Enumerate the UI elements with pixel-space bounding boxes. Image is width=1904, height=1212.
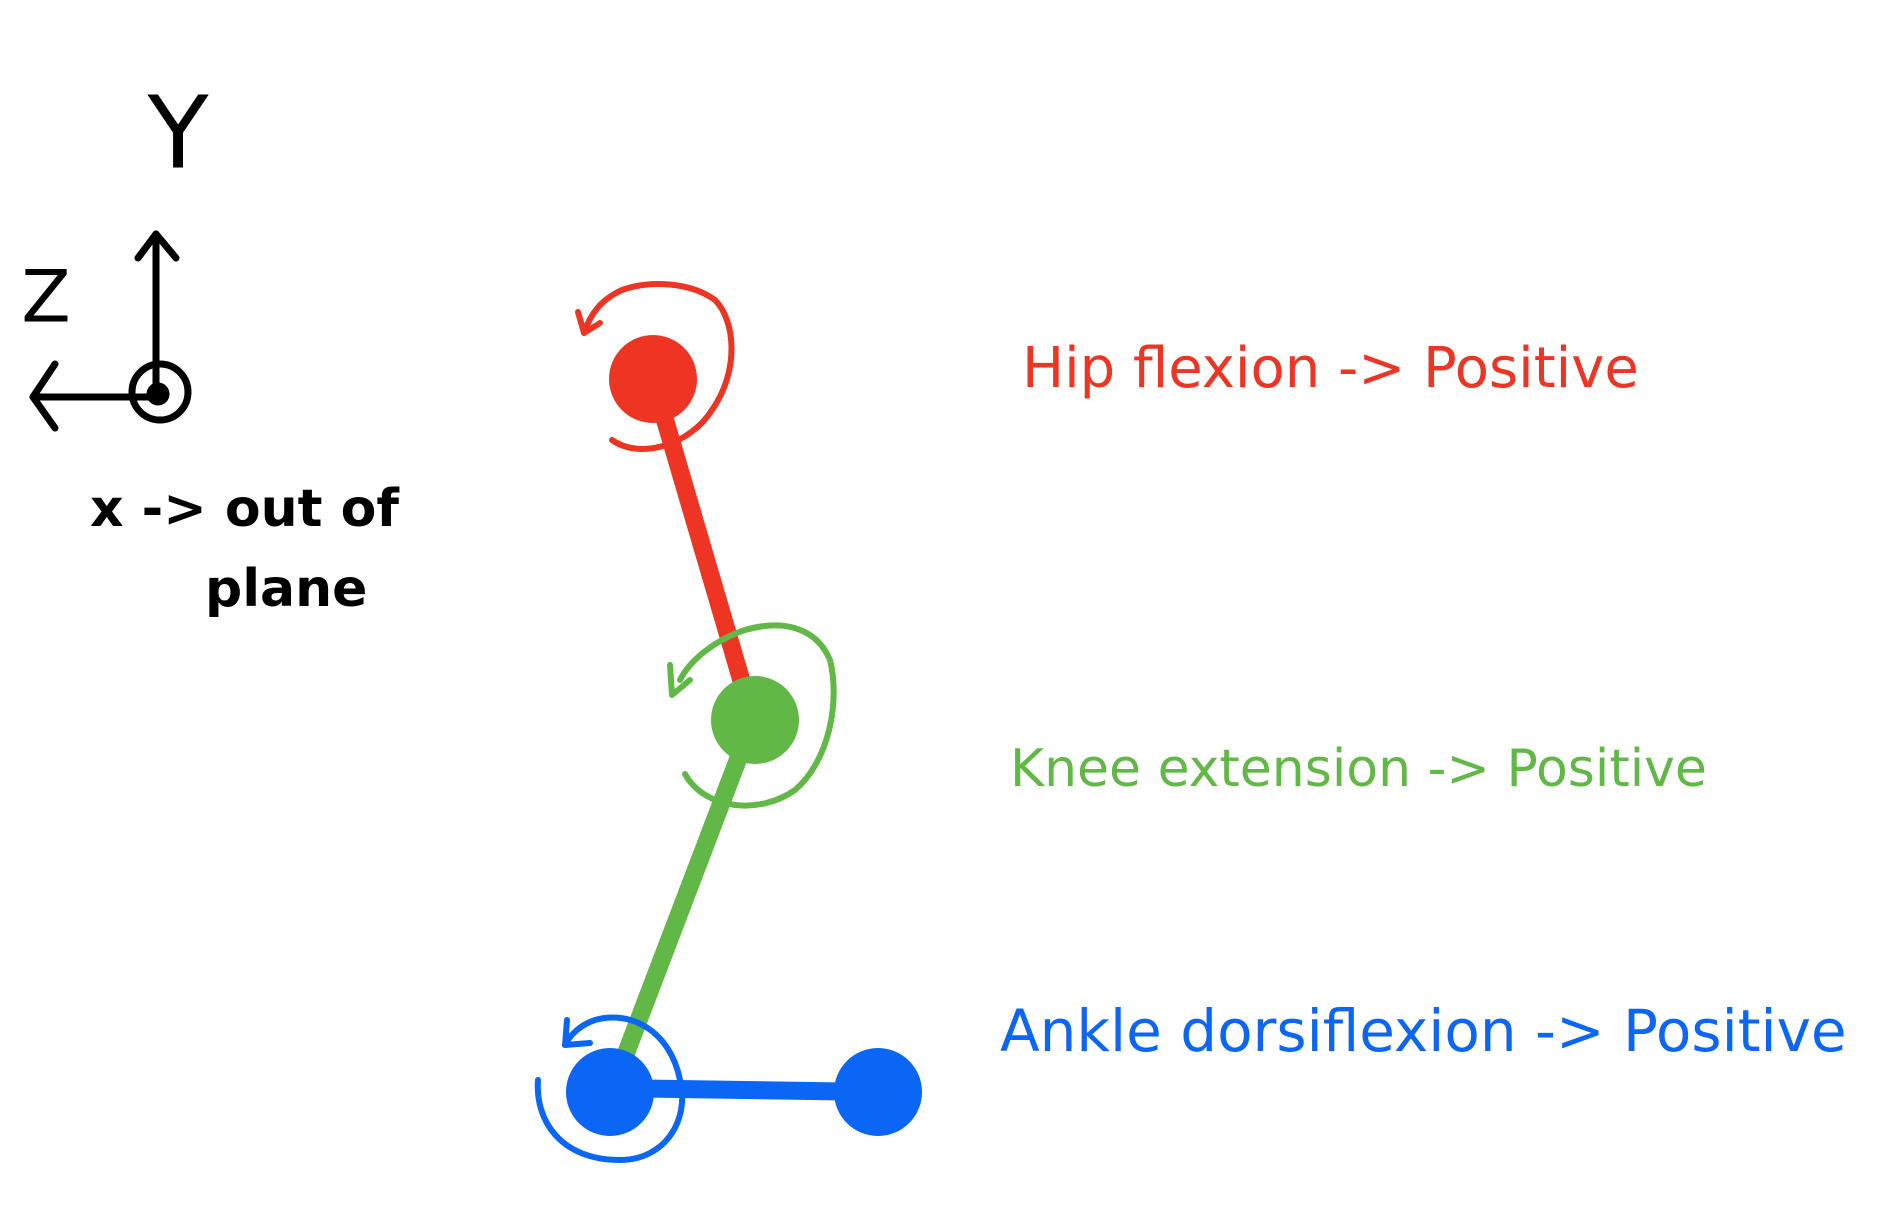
- knee-rotation-arrow: [677, 622, 837, 809]
- ankle-label: Ankle dorsiflexion -> Positive: [1000, 997, 1847, 1065]
- knee-arrowhead: [667, 662, 693, 698]
- shank: [603, 711, 762, 1099]
- hip-arrowhead: [575, 309, 603, 336]
- thigh: [644, 370, 762, 729]
- z-label: Z: [21, 255, 70, 339]
- x-note: x -> out of: [90, 479, 400, 539]
- leg: [603, 370, 885, 1101]
- x-axis-dot: [146, 382, 170, 406]
- y-label: Y: [146, 74, 209, 191]
- ankle-joint: [566, 1048, 654, 1136]
- hip-joint: [609, 335, 697, 423]
- z-arrowhead: [29, 360, 59, 432]
- ankle-rotation-arrow: [534, 1014, 686, 1163]
- hip-label: Hip flexion -> Positive: [1022, 336, 1639, 401]
- x-note: plane: [205, 559, 367, 619]
- toe: [834, 1048, 922, 1136]
- foot: [603, 1079, 885, 1101]
- knee-joint: [711, 676, 799, 764]
- axis-triad: [29, 230, 192, 432]
- ankle-arrowhead: [562, 1017, 593, 1048]
- knee-label: Knee extension -> Positive: [1010, 739, 1707, 799]
- hip-rotation-arrow: [581, 281, 735, 452]
- x-axis-symbol: [128, 360, 192, 424]
- y-arrowhead: [134, 230, 180, 262]
